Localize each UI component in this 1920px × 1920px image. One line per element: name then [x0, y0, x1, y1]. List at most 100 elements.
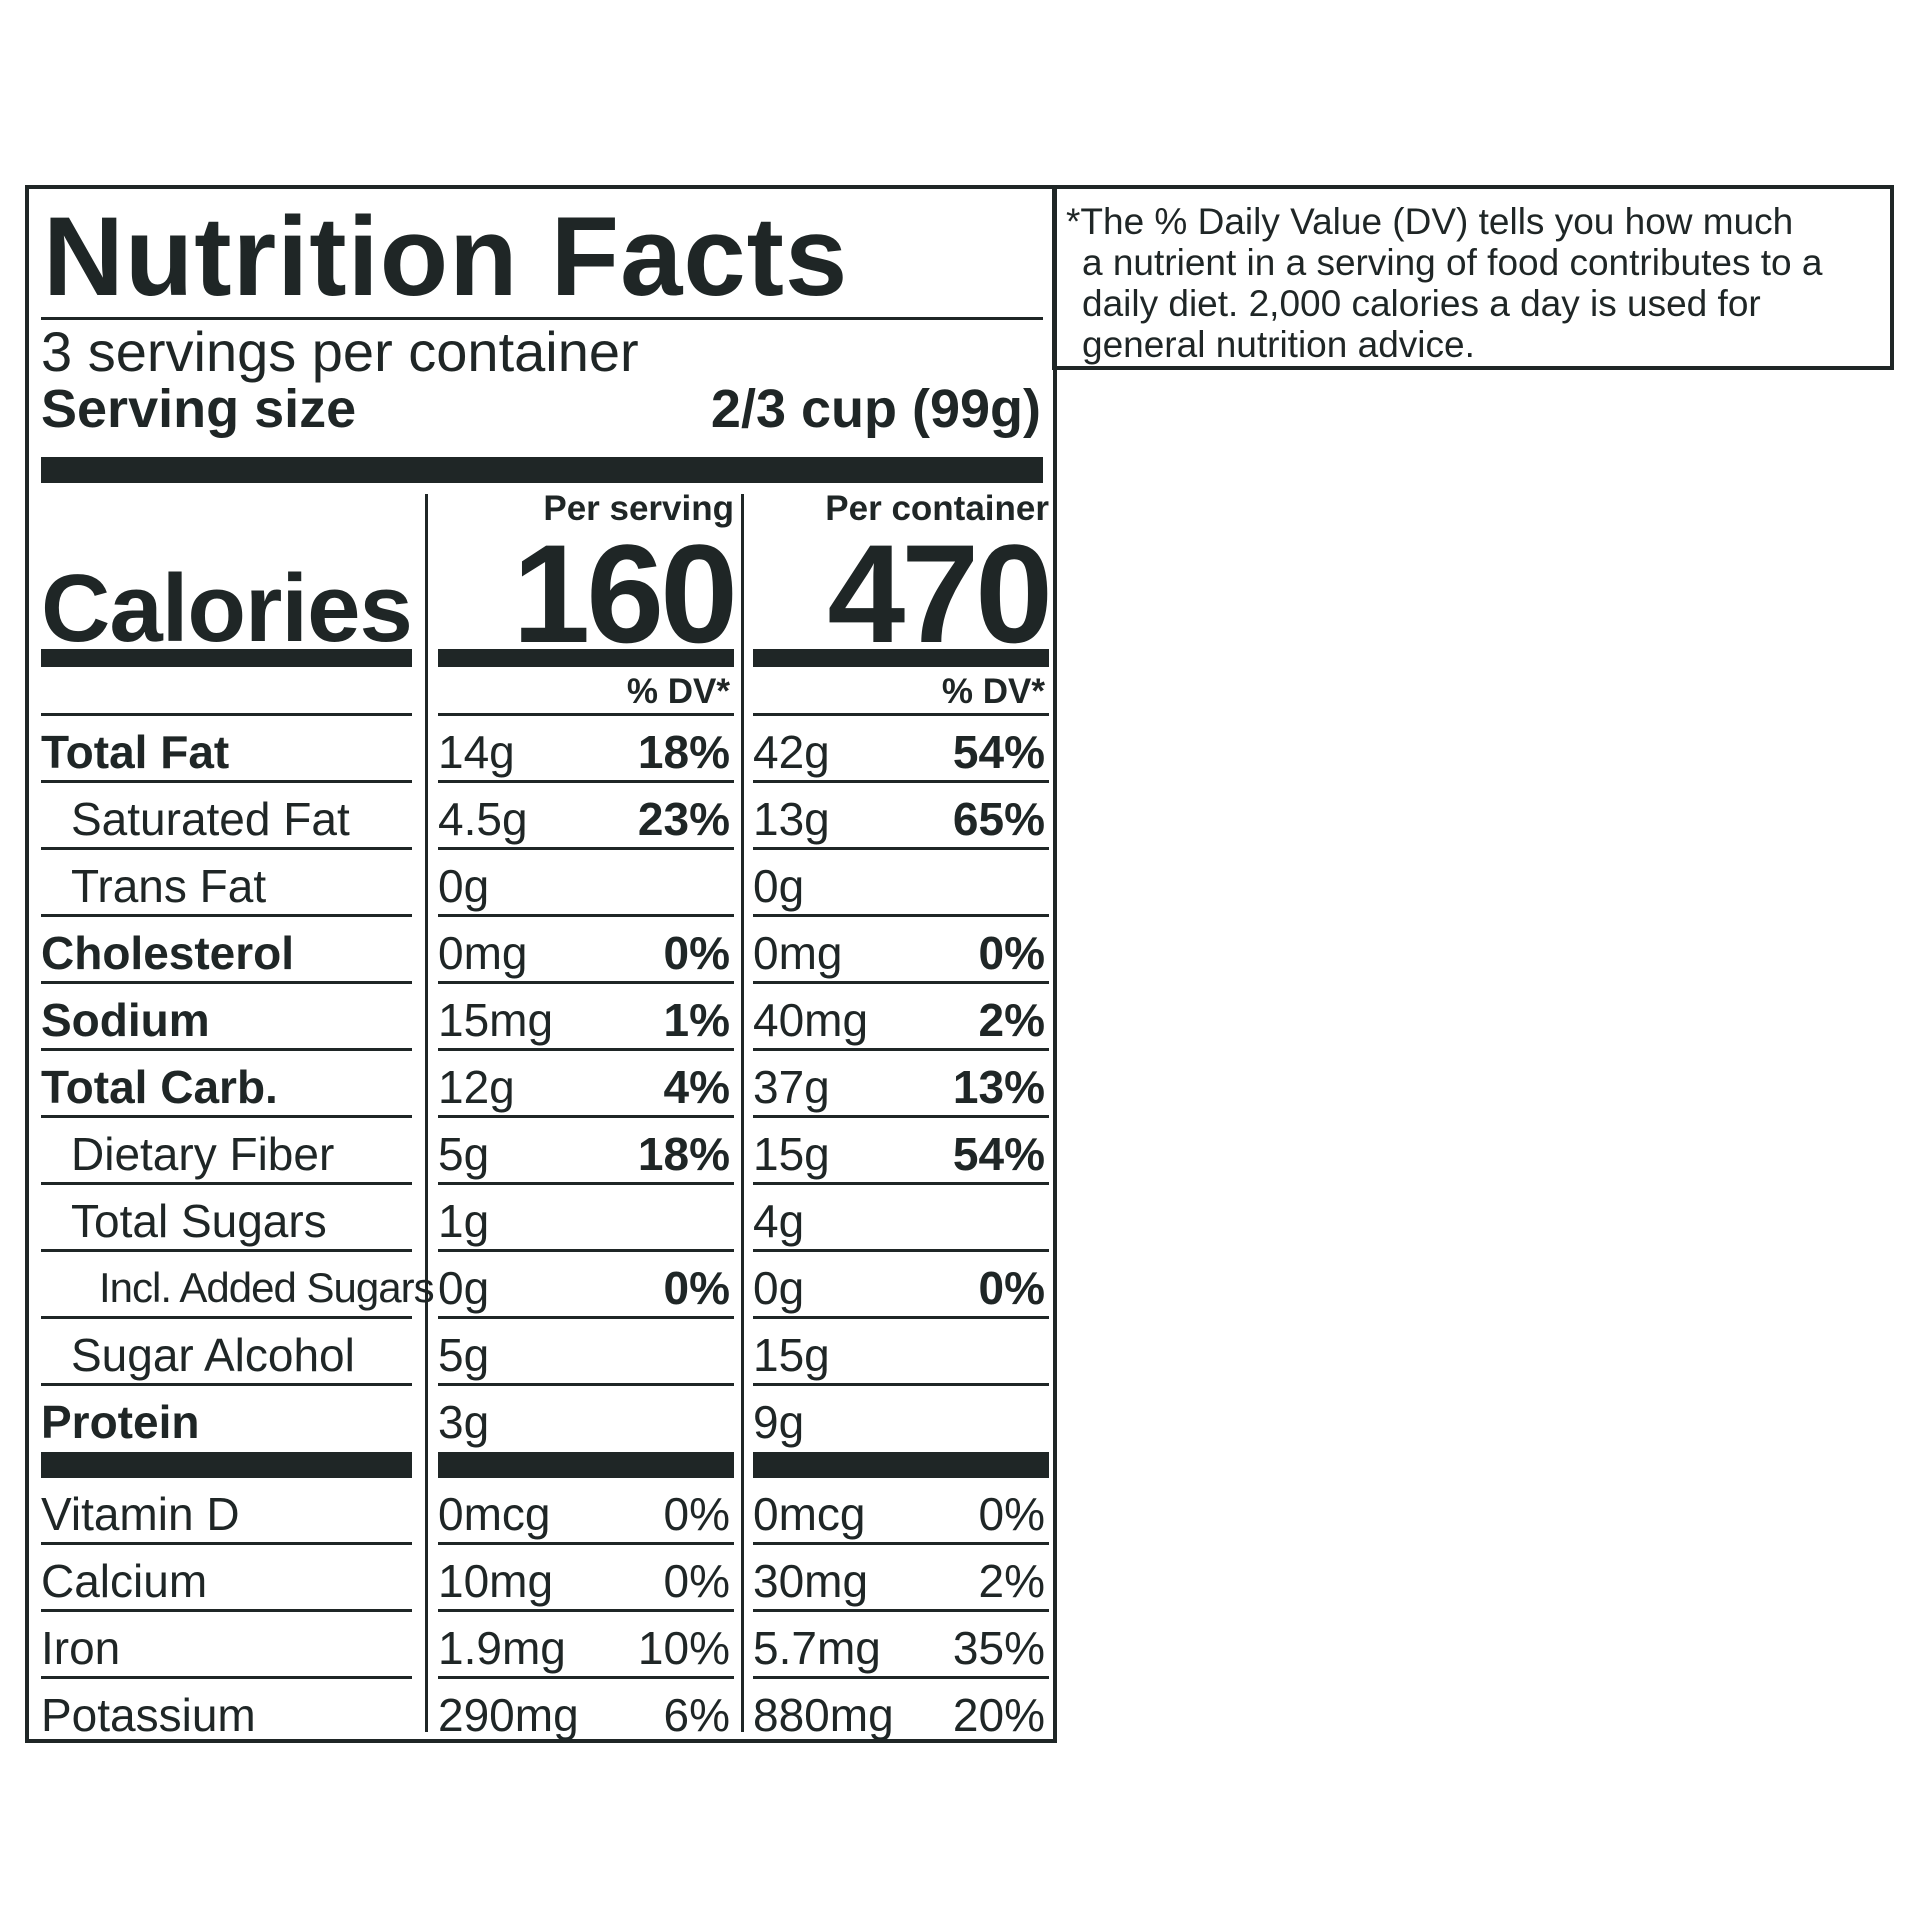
per-container-cell: 0g: [753, 850, 1049, 917]
per-serving-cell: 15mg 1%: [438, 984, 734, 1051]
divider: [41, 780, 412, 783]
divider: [41, 981, 412, 984]
per-container-cell: 15g 54%: [753, 1118, 1049, 1185]
per-container-cell: 880mg 20%: [753, 1679, 1049, 1746]
per-serving-cell: 0mcg 0%: [438, 1478, 734, 1545]
amount-value: 13g: [753, 793, 830, 845]
footnote-body: a nutrient in a serving of food contribu…: [1082, 242, 1823, 365]
amount-value: 3g: [438, 1396, 490, 1448]
amount-value: 0mcg: [753, 1488, 866, 1540]
row-label-cell: Sugar Alcohol: [41, 1319, 412, 1386]
daily-value-percent: 2%: [978, 994, 1045, 1046]
divider: [753, 1676, 1049, 1679]
amount-value: 42g: [753, 726, 830, 778]
daily-value-percent: 20%: [952, 1689, 1045, 1741]
footnote-first-line: *The % Daily Value (DV) tells you how mu…: [1066, 201, 1794, 242]
divider: [753, 1048, 1049, 1051]
divider: [753, 1249, 1049, 1252]
daily-value-percent: 0%: [978, 927, 1045, 979]
divider: [438, 1316, 734, 1319]
row-label-cell: Total Fat: [41, 716, 412, 783]
daily-value-percent: 0%: [978, 1488, 1045, 1540]
per-serving-cell: 5g: [438, 1319, 734, 1386]
column-divider: [741, 494, 744, 1732]
thick-divider: [753, 1452, 1049, 1478]
row-label-cell: Total Sugars: [41, 1185, 412, 1252]
row-label-cell: Iron: [41, 1612, 412, 1679]
amount-value: 30mg: [753, 1555, 869, 1607]
amount-value: 4g: [753, 1195, 805, 1247]
per-serving-cell: 0g: [438, 850, 734, 917]
row-label-cell: Vitamin D: [41, 1478, 412, 1545]
thick-divider: [438, 649, 734, 667]
divider: [41, 1676, 412, 1679]
divider: [438, 780, 734, 783]
nutrient-name: Total Sugars: [71, 1195, 327, 1247]
per-container-cell: 5.7mg 35%: [753, 1612, 1049, 1679]
amount-value: 0mg: [438, 927, 528, 979]
divider: [41, 1182, 412, 1185]
divider: [753, 914, 1049, 917]
divider: [753, 981, 1049, 984]
per-serving-header: Per serving: [543, 489, 734, 528]
amount-value: 15g: [753, 1329, 830, 1381]
daily-value-percent: 0%: [663, 1555, 730, 1607]
row-label-cell: Dietary Fiber: [41, 1118, 412, 1185]
per-serving-cell: 290mg 6%: [438, 1679, 734, 1746]
nutrient-name: Protein: [41, 1396, 200, 1448]
daily-value-percent: 10%: [637, 1622, 730, 1674]
servings-per-container: 3 servings per container: [41, 320, 639, 383]
row-label-cell: Incl. Added Sugars: [41, 1252, 435, 1319]
amount-value: 290mg: [438, 1689, 579, 1741]
amount-value: 12g: [438, 1061, 515, 1113]
daily-value-percent: 18%: [637, 1128, 730, 1180]
divider: [41, 1249, 412, 1252]
per-serving-cell: 14g 18%: [438, 716, 734, 783]
serving-size-label: Serving size: [41, 379, 357, 439]
row-label-cell: Protein: [41, 1386, 412, 1453]
divider: [438, 1542, 734, 1545]
divider: [753, 780, 1049, 783]
divider: [41, 1609, 412, 1612]
dv-header: % DV*: [941, 672, 1045, 711]
divider: [438, 847, 734, 850]
nutrient-name: Dietary Fiber: [71, 1128, 335, 1180]
amount-value: 0g: [753, 1262, 805, 1314]
divider: [753, 847, 1049, 850]
panel-title: Nutrition Facts: [43, 194, 849, 319]
amount-value: 0mg: [753, 927, 843, 979]
per-container-cell: 0g 0%: [753, 1252, 1049, 1319]
daily-value-percent: 54%: [952, 1128, 1045, 1180]
dv-header: % DV*: [626, 672, 730, 711]
daily-value-percent: 4%: [663, 1061, 730, 1113]
amount-value: 1.9mg: [438, 1622, 566, 1674]
amount-value: 5.7mg: [753, 1622, 881, 1674]
divider: [438, 1182, 734, 1185]
nutrient-name: Iron: [41, 1622, 121, 1674]
daily-value-percent: 0%: [663, 927, 730, 979]
daily-value-percent: 13%: [952, 1061, 1045, 1113]
amount-value: 1g: [438, 1195, 490, 1247]
divider: [41, 847, 412, 850]
divider: [41, 1542, 412, 1545]
daily-value-percent: 6%: [663, 1689, 730, 1741]
thick-divider: [41, 457, 1043, 483]
serving-size-value: 2/3 cup (99g): [710, 379, 1041, 439]
amount-value: 15g: [753, 1128, 830, 1180]
nutrient-name: Vitamin D: [41, 1488, 240, 1540]
divider: [438, 914, 734, 917]
per-serving-cell: 10mg 0%: [438, 1545, 734, 1612]
per-serving-cell: 12g 4%: [438, 1051, 734, 1118]
amount-value: 0g: [438, 1262, 490, 1314]
amount-value: 9g: [753, 1396, 805, 1448]
amount-value: 10mg: [438, 1555, 554, 1607]
divider: [438, 1115, 734, 1118]
daily-value-percent: 0%: [663, 1262, 730, 1314]
divider: [438, 1609, 734, 1612]
nutrient-name: Calcium: [41, 1555, 208, 1607]
nutrient-name: Incl. Added Sugars: [99, 1264, 435, 1311]
daily-value-percent: 2%: [978, 1555, 1045, 1607]
column-divider: [425, 494, 428, 1732]
per-container-cell: 9g: [753, 1386, 1049, 1453]
per-container-header: Per container: [825, 489, 1049, 528]
